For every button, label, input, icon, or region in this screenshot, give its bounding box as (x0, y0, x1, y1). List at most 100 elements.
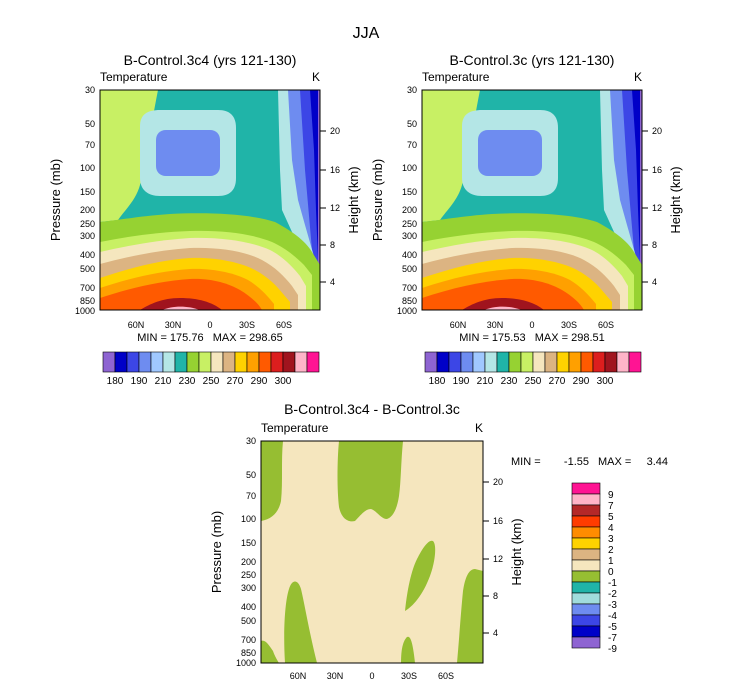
colorbar-swatch (448, 351, 462, 373)
pressure-tick-label: 700 (241, 635, 256, 645)
colorbar-label: 300 (275, 376, 292, 387)
height-tick-label: 12 (493, 554, 503, 564)
variable-label: Temperature (422, 70, 490, 84)
height-tick-label: 4 (330, 277, 335, 287)
pressure-tick-label: 850 (80, 296, 95, 306)
height-tick-label: 8 (652, 240, 657, 250)
latitude-axis: 60N 30N 0 30S 60S (290, 671, 454, 681)
pressure-tick-label: 70 (85, 140, 95, 150)
panel-title: B-Control.3c (yrs 121-130) (450, 52, 615, 68)
pressure-tick-label: 400 (80, 250, 95, 260)
pressure-tick-label: 100 (241, 514, 256, 524)
colorbar-swatch (544, 351, 558, 373)
colorbar-swatch (162, 351, 176, 373)
panel-difference: B-Control.3c4 - B-Control.3c Temperature… (209, 401, 524, 681)
height-tick-label: 4 (493, 628, 498, 638)
latitude-tick-label: 30S (239, 320, 255, 330)
colorbar-label: 1 (608, 556, 614, 567)
pressure-tick-label: 50 (246, 470, 256, 480)
colorbar-swatch (306, 351, 320, 373)
colorbar-label: 190 (453, 376, 470, 387)
max-value: 3.44 (647, 456, 668, 468)
pressure-tick-label: 400 (241, 602, 256, 612)
latitude-tick-label: 60S (276, 320, 292, 330)
pressure-tick-label: 200 (80, 205, 95, 215)
height-tick-label: 20 (330, 126, 340, 136)
height-tick-label: 16 (330, 165, 340, 175)
colorbar-swatch (424, 351, 438, 373)
colorbar-swatch (472, 351, 486, 373)
colorbar-swatch (484, 351, 498, 373)
height-tick-label: 16 (652, 165, 662, 175)
colorbar-swatch (571, 603, 601, 616)
colorbar-label: -3 (608, 600, 617, 611)
panel-control-3c: B-Control.3c (yrs 121-130) Temperature K (370, 52, 683, 387)
variable-label: Temperature (261, 421, 329, 435)
colorbar-label: 0 (608, 567, 614, 578)
latitude-tick-label: 60N (450, 320, 467, 330)
height-axis-title: Height (km) (346, 166, 361, 233)
plot-frame (260, 440, 484, 664)
colorbar-swatch (571, 636, 601, 649)
pressure-tick-label: 700 (80, 283, 95, 293)
latitude-axis: 60N 30N 0 30S 60S (450, 320, 614, 330)
colorbar-label: 230 (501, 376, 518, 387)
height-tick-label: 16 (493, 516, 503, 526)
pressure-tick-label: 250 (241, 570, 256, 580)
pressure-tick-label: 500 (402, 264, 417, 274)
colorbar-swatch (571, 614, 601, 627)
pressure-tick-label: 850 (241, 648, 256, 658)
colorbar-label: -7 (608, 633, 617, 644)
colorbar-label: -1 (608, 578, 617, 589)
pressure-tick-label: 30 (85, 85, 95, 95)
pressure-axis: 30 50 70 100 150 200 250 300 400 500 700… (397, 85, 417, 316)
pressure-tick-label: 50 (85, 119, 95, 129)
pressure-axis: 30 50 70 100 150 200 250 300 400 500 700… (236, 436, 256, 668)
height-tick-label: 20 (493, 477, 503, 487)
colorbar-swatch (571, 493, 601, 506)
pressure-tick-label: 150 (402, 187, 417, 197)
colorbar-label: 190 (131, 376, 148, 387)
colorbar-swatch (568, 351, 582, 373)
colorbar-swatch (174, 351, 188, 373)
plot-frame (421, 89, 643, 311)
min-max-stats: MIN = 175.53 MAX = 298.51 (459, 332, 605, 344)
height-tick-label: 8 (330, 240, 335, 250)
temperature-contour-field (100, 90, 320, 310)
latitude-tick-label: 30S (401, 671, 417, 681)
colorbar-swatch (580, 351, 594, 373)
pressure-tick-label: 500 (241, 616, 256, 626)
colorbar-swatch (508, 351, 522, 373)
colorbar-label: 4 (608, 523, 614, 534)
colorbar-swatch (628, 351, 642, 373)
max-label: MAX = (598, 456, 631, 468)
latitude-tick-label: 0 (529, 320, 534, 330)
colorbar-label: 250 (203, 376, 220, 387)
colorbar-label: 2 (608, 545, 614, 556)
min-label: MIN = (511, 456, 541, 468)
panel-title: B-Control.3c4 (yrs 121-130) (124, 52, 297, 68)
colorbar-swatch (571, 592, 601, 605)
pressure-tick-label: 70 (246, 491, 256, 501)
height-axis-title: Height (km) (509, 518, 524, 585)
pressure-tick-label: 300 (80, 231, 95, 241)
colorbar-label: 300 (597, 376, 614, 387)
figure-title: JJA (353, 25, 380, 42)
pressure-tick-label: 850 (402, 296, 417, 306)
colorbar-label: 5 (608, 512, 614, 523)
colorbar-swatch (210, 351, 224, 373)
colorbar-swatch (616, 351, 630, 373)
temperature-contour-field (422, 90, 642, 310)
colorbar-label: 3 (608, 534, 614, 545)
colorbar-swatch (294, 351, 308, 373)
colorbar-swatch (571, 570, 601, 583)
colorbar-swatch (571, 581, 601, 594)
colorbar-label: -5 (608, 622, 617, 633)
pressure-tick-label: 70 (407, 140, 417, 150)
colorbar-swatch (496, 351, 510, 373)
pressure-tick-label: 1000 (75, 306, 95, 316)
colorbar-label: 290 (251, 376, 268, 387)
height-axis-title: Height (km) (668, 166, 683, 233)
colorbar-swatch (571, 559, 601, 572)
